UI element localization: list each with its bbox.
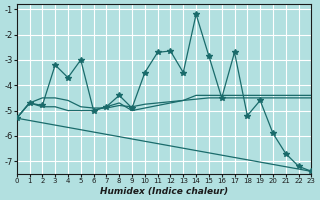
X-axis label: Humidex (Indice chaleur): Humidex (Indice chaleur) bbox=[100, 187, 228, 196]
